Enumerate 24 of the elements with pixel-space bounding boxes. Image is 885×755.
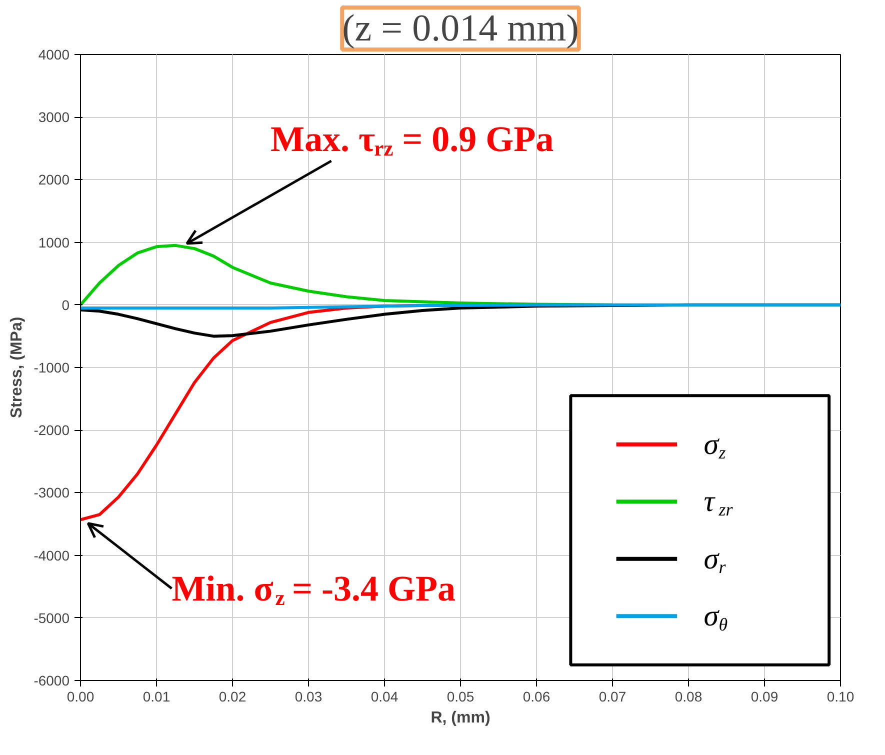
- y-axis-title: Stress, (MPa): [8, 316, 26, 418]
- y-tick-label: -1000: [34, 360, 70, 376]
- y-tick-label: 1000: [38, 234, 70, 250]
- x-tick-label: 0.02: [218, 688, 246, 704]
- y-tick-label: -4000: [34, 547, 70, 564]
- x-tick-label: 0.06: [522, 688, 550, 704]
- y-tick-label: 3000: [38, 109, 70, 126]
- y-tick-label: 4000: [38, 46, 70, 62]
- y-tick-label: -6000: [34, 672, 70, 688]
- y-tick-label: -3000: [34, 484, 70, 501]
- x-tick-label: 0.08: [674, 688, 702, 704]
- y-tick-label: -2000: [34, 422, 70, 438]
- x-tick-label: 0.10: [826, 688, 854, 704]
- x-tick-label: 0.00: [66, 688, 94, 704]
- x-tick-label: 0.03: [294, 688, 322, 704]
- x-tick-label: 0.01: [142, 688, 170, 704]
- x-tick-label: 0.05: [446, 688, 474, 704]
- y-tick-label: 0: [62, 296, 70, 313]
- y-tick-label: -5000: [34, 610, 70, 626]
- x-tick-label: 0.07: [598, 688, 626, 704]
- y-tick-label: 2000: [38, 172, 70, 188]
- x-tick-label: 0.04: [370, 688, 398, 704]
- x-tick-label: 0.09: [750, 688, 778, 704]
- x-axis-title: R, (mm): [430, 710, 490, 726]
